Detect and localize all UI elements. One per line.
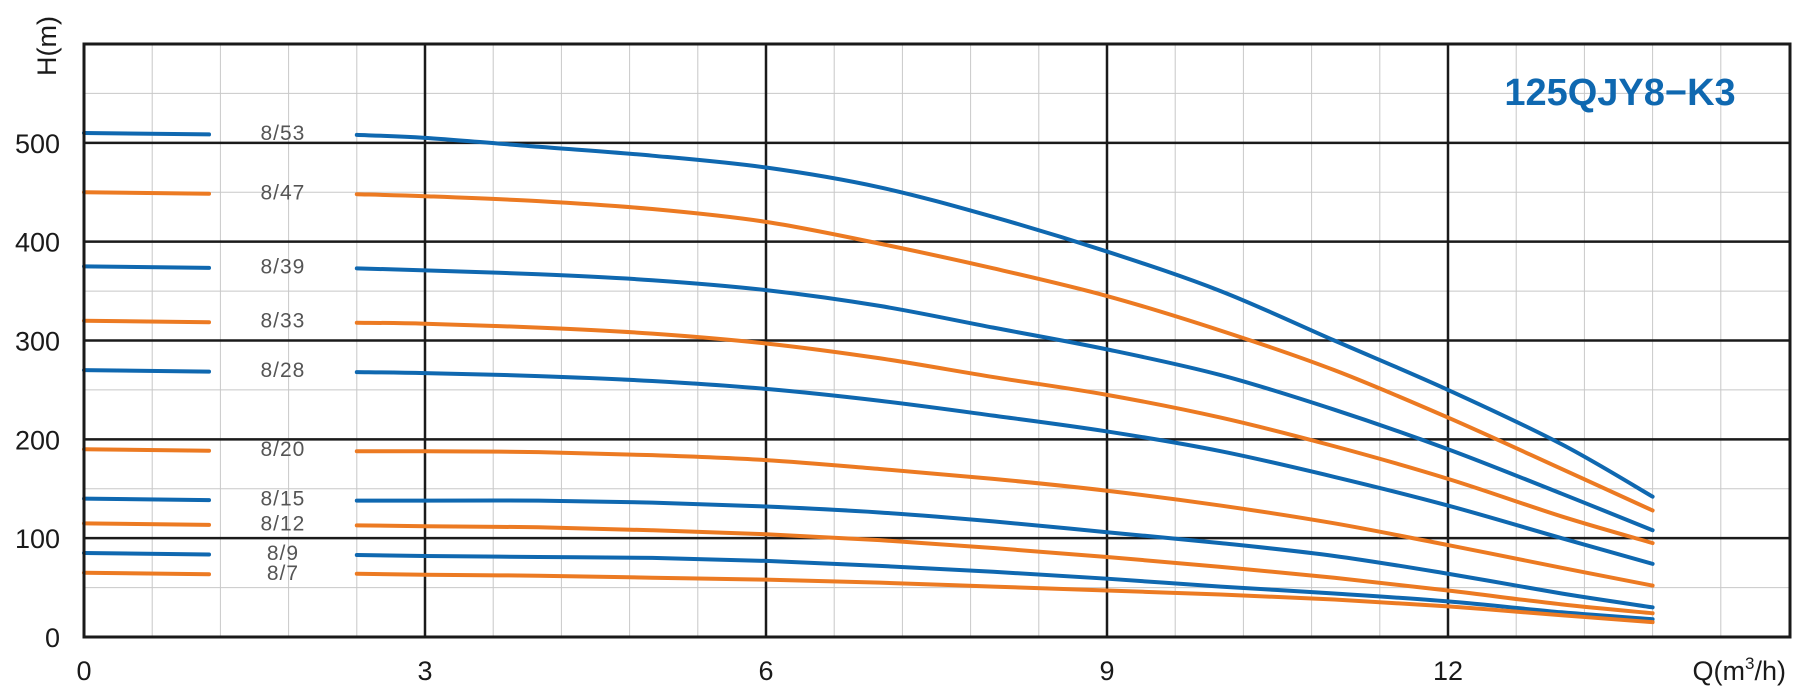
- series-curves: [82, 130, 1655, 625]
- x-tick-label: 3: [417, 656, 432, 686]
- series-label: 8/15: [260, 488, 305, 511]
- series-shutoff-segment: [82, 318, 212, 325]
- series-shutoff-segment: [82, 550, 212, 557]
- series-curve: [354, 132, 1655, 499]
- series-label: 8/53: [260, 122, 305, 145]
- series-curve: [354, 370, 1655, 566]
- series-label: 8/20: [260, 438, 305, 461]
- y-tick-label: 200: [15, 425, 60, 455]
- y-tick-label: 0: [45, 623, 60, 653]
- series-curve: [354, 449, 1655, 588]
- x-axis-title-tail: /h): [1754, 656, 1786, 686]
- series-shutoff-segment: [82, 447, 212, 453]
- series-shutoff-segment: [82, 264, 212, 270]
- x-tick-label: 0: [76, 656, 91, 686]
- x-axis-title-sup: 3: [1745, 654, 1754, 673]
- series-curve: [354, 320, 1655, 546]
- series-curve: [354, 192, 1655, 513]
- axes: [82, 42, 1792, 639]
- y-tick-label: 300: [15, 327, 60, 357]
- plot-frame: [82, 42, 1792, 639]
- series-label: 8/9: [267, 542, 299, 565]
- series-curve: [354, 552, 1655, 622]
- x-tick-label: 9: [1099, 656, 1114, 686]
- series-curve: [354, 523, 1655, 616]
- series-label: 8/28: [260, 359, 305, 382]
- series-label: 8/33: [260, 310, 305, 333]
- series-labels: 8/53 8/47 8/39 8/33 8/28 8/20 8/158/12 8/98/7: [260, 122, 305, 585]
- series-shutoff-segment: [82, 570, 212, 577]
- series-label: 8/47: [260, 181, 305, 204]
- chart-title: 125QJY8−K3: [1504, 72, 1735, 114]
- major-grid: [84, 44, 1790, 637]
- x-tick-label: 6: [758, 656, 773, 686]
- series-curve: [354, 571, 1655, 625]
- series-shutoff-segment: [82, 521, 212, 527]
- series-label: 8/7: [267, 562, 299, 585]
- series-label: 8/39: [260, 255, 305, 278]
- series-label: 8/12: [260, 512, 305, 535]
- series-curve: [354, 266, 1655, 533]
- x-axis-title: Q(m3/h): [1693, 654, 1786, 686]
- x-tick-label: 12: [1433, 656, 1463, 686]
- series-shutoff-segment: [82, 130, 212, 137]
- series-curve: [354, 498, 1655, 610]
- series-shutoff-segment: [82, 190, 212, 196]
- y-tick-label: 100: [15, 524, 60, 554]
- series-shutoff-segment: [82, 368, 212, 374]
- y-axis-title: H(m): [32, 16, 62, 76]
- series-shutoff-segment: [82, 496, 212, 503]
- y-tick-label: 500: [15, 129, 60, 159]
- y-tick-label: 400: [15, 228, 60, 258]
- x-axis-title-main: Q(m: [1693, 656, 1745, 686]
- tick-labels: 0 3 6 9 12 0 100 200 300 400 500: [15, 129, 1463, 686]
